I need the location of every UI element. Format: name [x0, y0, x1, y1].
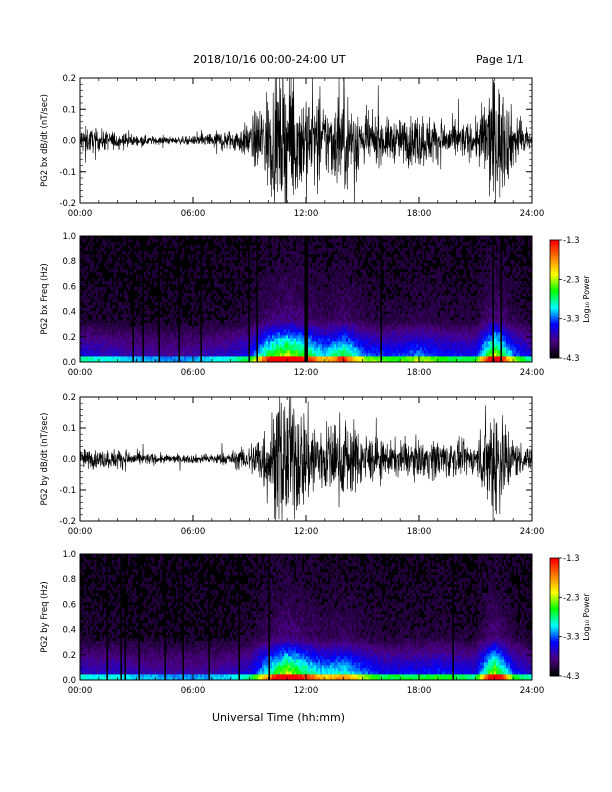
panel-by-spectrogram: 00:00 06:00 12:00 18:00 24:00 1.0 0.8 0.6 0.4 0.2… [40, 550, 544, 696]
panel-bx-spectrogram: 00:00 06:00 12:00 18:00 24:00 1.0 0.8 0.6 0.4 0.2… [40, 232, 544, 378]
y-axis-label: PG2 by Freq (Hz) [40, 581, 50, 652]
spectrogram-cells [80, 554, 533, 681]
y-tick-label: 0.8 [62, 575, 76, 585]
waveform-trace [79, 396, 533, 522]
y-tick-label: 0.0 [62, 358, 76, 368]
x-tick-label: 24:00 [520, 209, 545, 219]
colorbar-tick-label: -3.3 [563, 633, 580, 643]
y-tick-label: -0.1 [59, 168, 76, 178]
colorbar-label: Log₁₀ Power [582, 275, 591, 323]
x-tick-label: 18:00 [407, 368, 432, 378]
plot-frame [79, 553, 533, 681]
colorbar-tick-label: -4.3 [563, 672, 580, 682]
y-tick-label: 0.6 [62, 600, 76, 610]
page-number: Page 1/1 [476, 53, 524, 66]
x-tick-label: 18:00 [407, 686, 432, 696]
x-tick-label: 06:00 [181, 686, 206, 696]
x-tick-label: 00:00 [68, 686, 93, 696]
panel-by-waveform: 00:00 06:00 12:00 18:00 24:00 0.2 0.1 0.0 -0.1 -0… [40, 393, 544, 537]
x-tick-label: 24:00 [520, 527, 545, 537]
y-tick-label: 0.8 [62, 257, 76, 267]
x-tick-label: 12:00 [294, 368, 319, 378]
panel-bx-waveform: 00:00 06:00 12:00 18:00 24:00 0.2 0.1 0.0 -0.1 -0… [40, 74, 544, 219]
y-tick-label: -0.2 [59, 199, 76, 209]
colorbar-tick-label: -2.3 [563, 593, 580, 603]
plot-frame [79, 396, 533, 522]
y-axis-label: PG2 bx dB/dt (nT/sec) [40, 94, 50, 187]
x-tick-label: 06:00 [181, 368, 206, 378]
waveform-line [79, 396, 533, 522]
y-tick-label: 0.2 [62, 74, 76, 84]
y-tick-label: 0.6 [62, 282, 76, 292]
colorbar-label: Log₁₀ Power [582, 593, 591, 641]
plot-frame [79, 235, 533, 363]
y-tick-label: 0.0 [62, 676, 76, 686]
x-tick-label: 24:00 [520, 368, 545, 378]
x-tick-label: 12:00 [294, 527, 319, 537]
x-tick-label: 06:00 [181, 527, 206, 537]
y-axis-label: PG2 by dB/dt (nT/sec) [40, 413, 50, 506]
x-tick-label: 24:00 [520, 686, 545, 696]
y-tick-label: -0.1 [59, 486, 76, 496]
colorbar-tick-label: -3.3 [563, 315, 580, 325]
y-tick-label: 0.1 [62, 424, 76, 434]
y-axis-label: PG2 bx Freq (Hz) [40, 263, 50, 334]
colorbar-tick-label: -1.3 [563, 236, 580, 246]
y-tick-label: 0.1 [62, 105, 76, 115]
x-axis-label: Universal Time (hh:mm) [212, 711, 345, 724]
y-tick-label: -0.2 [59, 517, 76, 527]
y-tick-label: 0.0 [62, 455, 76, 465]
x-tick-label: 12:00 [294, 686, 319, 696]
y-tick-label: 0.2 [62, 651, 76, 661]
x-tick-label: 00:00 [68, 527, 93, 537]
plot-frame [79, 77, 533, 204]
y-tick-label: 1.0 [62, 232, 76, 242]
x-tick-label: 18:00 [407, 527, 432, 537]
page-title: 2018/10/16 00:00-24:00 UT [193, 53, 346, 66]
y-tick-label: 0.4 [62, 308, 76, 318]
x-tick-label: 12:00 [294, 209, 319, 219]
x-tick-label: 18:00 [407, 209, 432, 219]
y-tick-label: 1.0 [62, 550, 76, 560]
colorbar-tick-label: -4.3 [563, 354, 580, 364]
colorbar-top: -1.3 -2.3 -3.3 -4.3 Log₁₀ Power [549, 236, 591, 364]
waveform-line [79, 77, 533, 204]
spectrogram-cells [80, 236, 533, 363]
y-tick-label: 0.2 [62, 333, 76, 343]
waveform-trace [79, 77, 533, 204]
y-tick-label: 0.2 [62, 393, 76, 403]
x-tick-label: 00:00 [68, 209, 93, 219]
y-tick-label: 0.0 [62, 137, 76, 147]
y-tick-label: 0.4 [62, 626, 76, 636]
x-tick-label: 06:00 [181, 209, 206, 219]
x-tick-label: 00:00 [68, 368, 93, 378]
colorbar-tick-label: -1.3 [563, 554, 580, 564]
colorbar-bottom: -1.3 -2.3 -3.3 -4.3 Log₁₀ Power [549, 554, 591, 682]
colorbar-tick-label: -2.3 [563, 275, 580, 285]
